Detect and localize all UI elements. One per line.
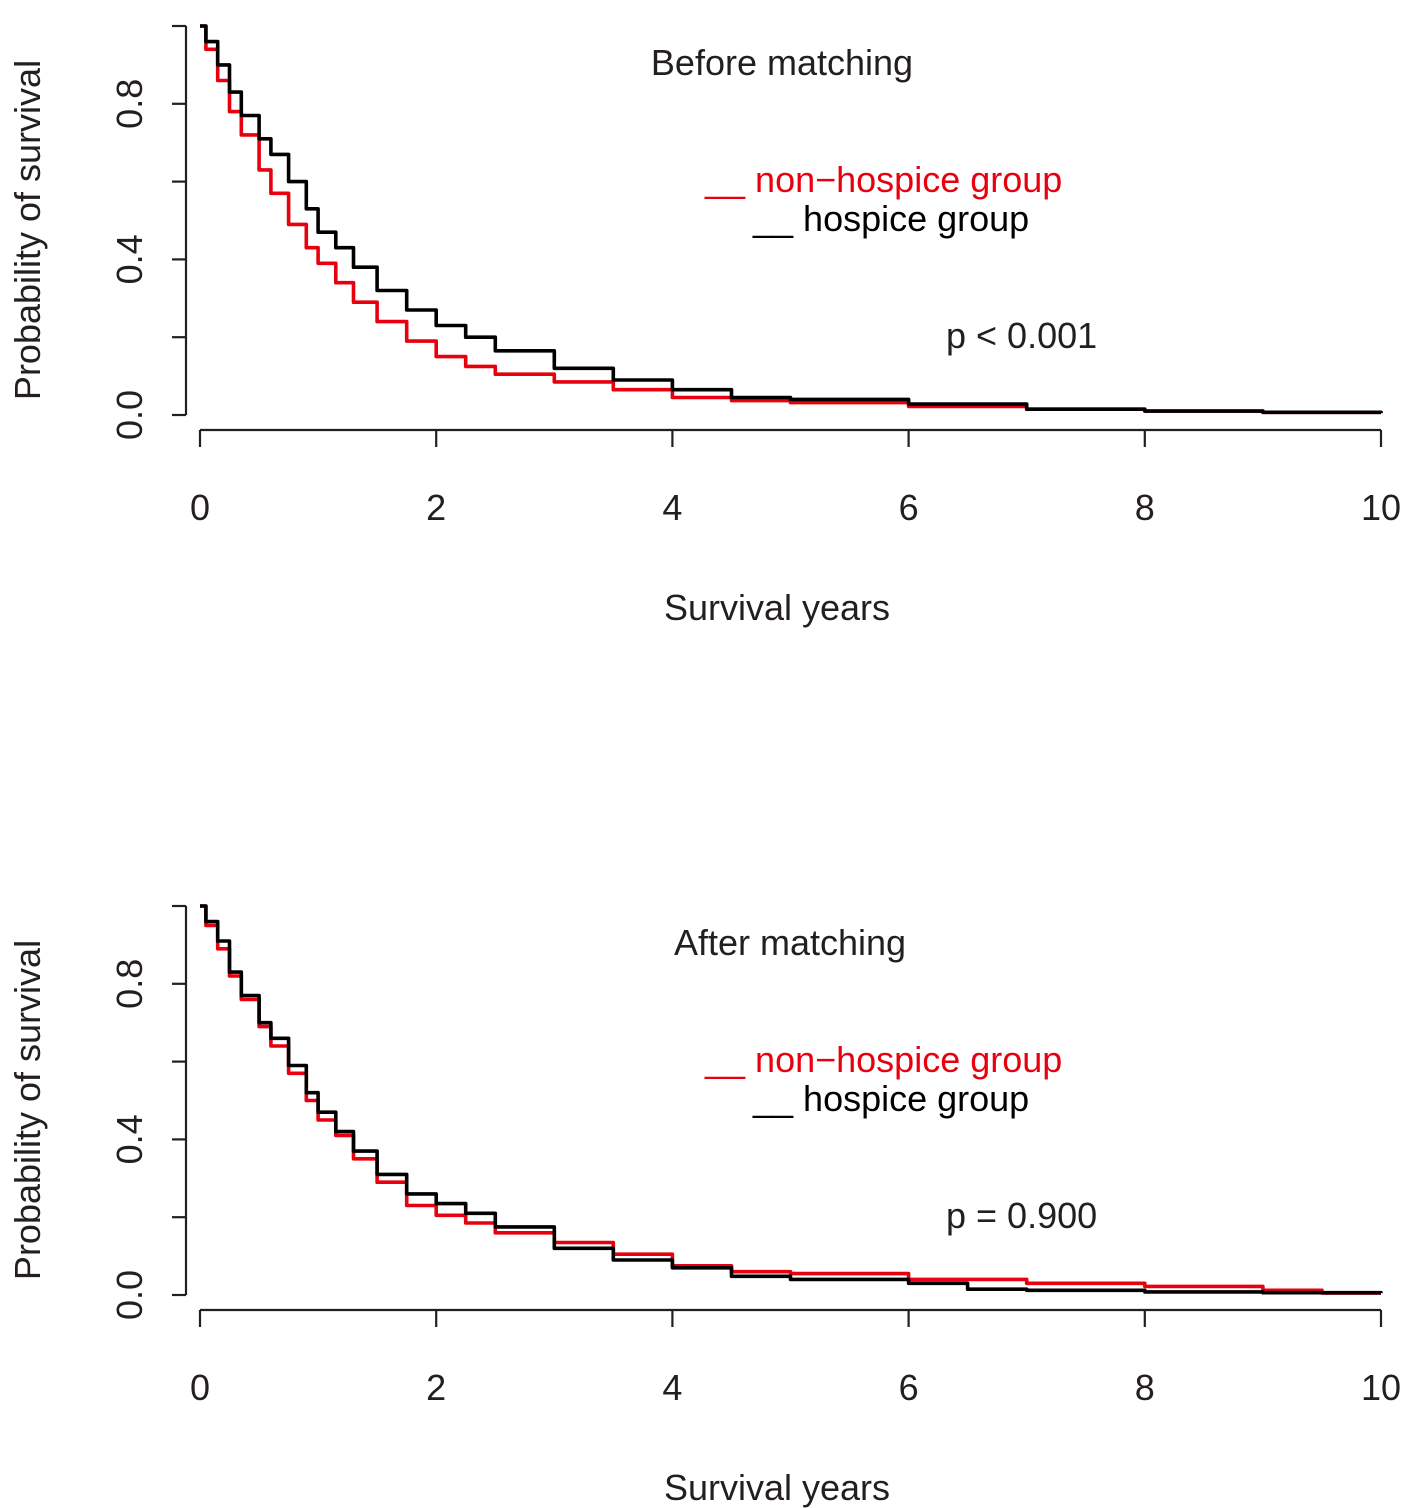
x-axis-title: Survival years xyxy=(664,587,890,628)
non-hospice-curve xyxy=(200,904,1381,1295)
x-tick-label: 10 xyxy=(1361,487,1401,528)
x-axis-title: Survival years xyxy=(664,1467,890,1508)
x-tick-label: 8 xyxy=(1135,1367,1155,1408)
x-tick-label: 2 xyxy=(426,1367,446,1408)
y-tick-label: 0.4 xyxy=(109,1114,150,1164)
panel-title: Before matching xyxy=(651,42,913,83)
x-tick-label: 6 xyxy=(899,487,919,528)
p-value-annotation: p < 0.001 xyxy=(946,315,1097,356)
panel-title: After matching xyxy=(674,922,906,963)
y-axis-title: Probability of survival xyxy=(7,60,48,400)
hospice-curve xyxy=(200,24,1383,415)
y-tick-label: 0.8 xyxy=(109,959,150,1009)
legend-non-hospice: __ non−hospice group xyxy=(704,1039,1062,1080)
x-tick-label: 4 xyxy=(662,487,682,528)
y-axis-title: Probability of survival xyxy=(7,940,48,1280)
y-tick-label: 0.8 xyxy=(109,79,150,129)
x-tick-label: 0 xyxy=(190,1367,210,1408)
p-value-annotation: p = 0.900 xyxy=(946,1195,1097,1236)
legend-hospice: __ hospice group xyxy=(752,1078,1029,1119)
x-tick-label: 10 xyxy=(1361,1367,1401,1408)
after-matching-panel: 0 2 4 6 8 10 0.0 0.4 0.8 Survival years Probabilit… xyxy=(7,904,1401,1508)
y-tick-label: 0.0 xyxy=(109,1270,150,1320)
x-tick-label: 0 xyxy=(190,487,210,528)
y-tick-label: 0.4 xyxy=(109,234,150,284)
hospice-curve xyxy=(200,904,1383,1295)
before-matching-panel: 0 2 4 6 8 10 0.0 0.4 0.8 Survival years Probabilit… xyxy=(7,24,1401,628)
y-tick-label: 0.0 xyxy=(109,390,150,440)
x-tick-label: 4 xyxy=(662,1367,682,1408)
legend-non-hospice: __ non−hospice group xyxy=(704,159,1062,200)
x-tick-label: 2 xyxy=(426,487,446,528)
x-tick-label: 6 xyxy=(899,1367,919,1408)
legend-hospice: __ hospice group xyxy=(752,198,1029,239)
x-tick-label: 8 xyxy=(1135,487,1155,528)
